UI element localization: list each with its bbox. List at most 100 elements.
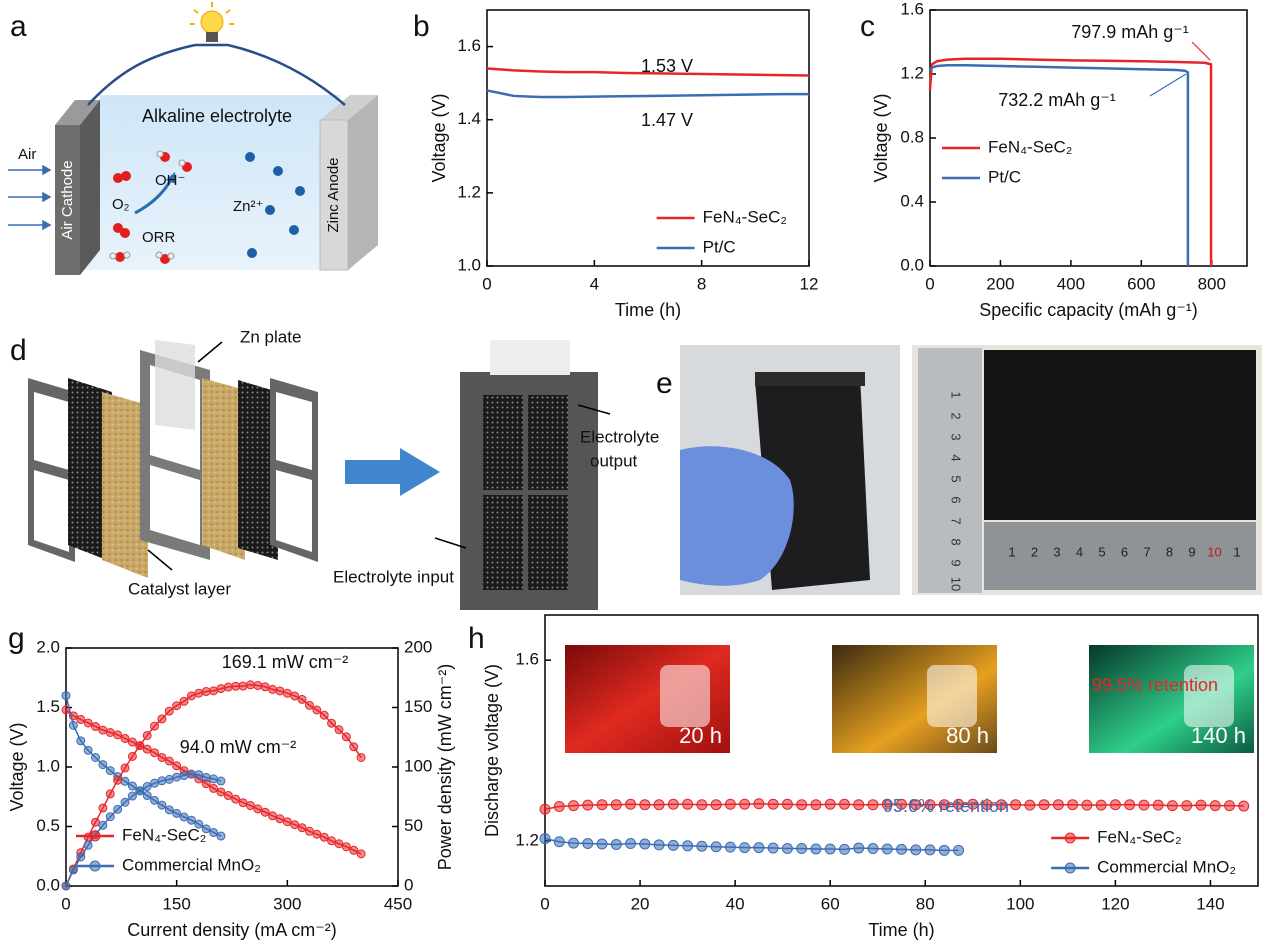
y-tick-label: 1.4 [457,109,481,128]
bulb-base [206,32,218,42]
data-point [91,817,101,827]
ruler-digit: 9 [1188,544,1195,559]
data-point [157,800,167,810]
data-point [753,842,765,854]
y-tick-label: 0.5 [36,816,60,835]
inset-label: 140 h [1191,723,1246,748]
inset-label: 80 h [946,723,989,748]
data-point [238,798,248,808]
window [276,392,312,470]
annotation: 169.1 mW cm⁻² [222,652,349,672]
data-point [83,840,93,850]
zn-plate [490,340,570,375]
data-point [1052,799,1064,811]
cell-top [755,372,865,386]
data-point [209,686,219,696]
x-tick-label: 450 [384,894,412,913]
data-point [172,772,182,782]
legend-label: Pt/C [703,237,736,256]
data-point [319,710,329,720]
data-point [216,776,226,786]
data-point [142,744,152,754]
ruler-digit: 5 [949,475,964,482]
catalyst-label: Catalyst layer [128,579,231,598]
data-point [1195,799,1207,811]
data-point [290,691,300,701]
data-point [194,688,204,698]
data-point [853,799,865,811]
y-tick-label: 1.2 [457,182,481,201]
data-point [924,799,936,811]
data-point [753,798,765,810]
data-point [796,843,808,855]
data-point [653,799,665,811]
output-label: Electrolyte [580,427,659,446]
data-point [781,798,793,810]
pointer [197,341,223,363]
data-point [268,811,278,821]
data-point [553,836,565,848]
x-tick-label: 40 [726,894,745,913]
series-line [928,63,1190,266]
data-point [164,706,174,716]
data-point [312,829,322,839]
data-point [98,725,108,735]
y-tick-label: 0.0 [900,255,924,274]
legend-label: Commercial MnO₂ [1097,857,1236,876]
data-point [767,842,779,854]
y-axis-label: Voltage (V) [7,722,27,811]
data-point [810,843,822,855]
data-point [113,730,123,740]
ruler-digit: 10 [1207,544,1221,559]
battery-schematic: Alkaline electrolyte Air Air Cathode Zin… [8,2,378,275]
data-point [186,769,196,779]
data-point [98,803,108,813]
annotation: 797.9 mAh g⁻¹ [1071,22,1189,42]
bulb [200,10,224,34]
data-point [135,741,145,751]
anode [319,119,349,271]
data-point [667,839,679,851]
data-point [231,794,241,804]
y-axis-label: Voltage (V) [871,93,891,182]
x-tick-label: 0 [61,894,70,913]
data-point [312,705,322,715]
panel-label: a [10,10,27,43]
data-point [327,836,337,846]
y2-tick-label: 50 [404,816,423,835]
data-point [83,745,93,755]
legend-label: Commercial MnO₂ [122,855,261,874]
data-point [853,842,865,854]
data-point [186,815,196,825]
data-point [910,844,922,856]
data-point [341,732,351,742]
plot-frame [544,614,1259,887]
data-point [539,833,551,845]
data-point [113,804,123,814]
data-point [710,799,722,811]
panel-label: g [8,622,25,655]
data-point [639,838,651,850]
y-tick-label: 0.0 [36,875,60,894]
window [34,392,69,470]
x-tick-label: 4 [590,274,599,293]
ruler-digit: 1 [1008,544,1015,559]
legend-label: FeN₄-SeC₂ [122,825,206,844]
data-point [120,763,130,773]
x-tick-label: 0 [925,274,934,293]
molecules [109,150,305,264]
legend-marker [1064,832,1076,844]
ruler-digit: 3 [949,433,964,440]
x-tick-label: 20 [631,894,650,913]
x-axis-label: Time (h) [615,300,681,320]
zn-plate [155,340,195,430]
data-point [1166,800,1178,812]
data-point [327,718,337,728]
panel-label: b [413,10,430,43]
data-point [216,831,226,841]
data-point [157,752,167,762]
annotation: 95.6% retention [883,796,1009,816]
data-point [68,865,78,875]
x-tick-label: 60 [821,894,840,913]
